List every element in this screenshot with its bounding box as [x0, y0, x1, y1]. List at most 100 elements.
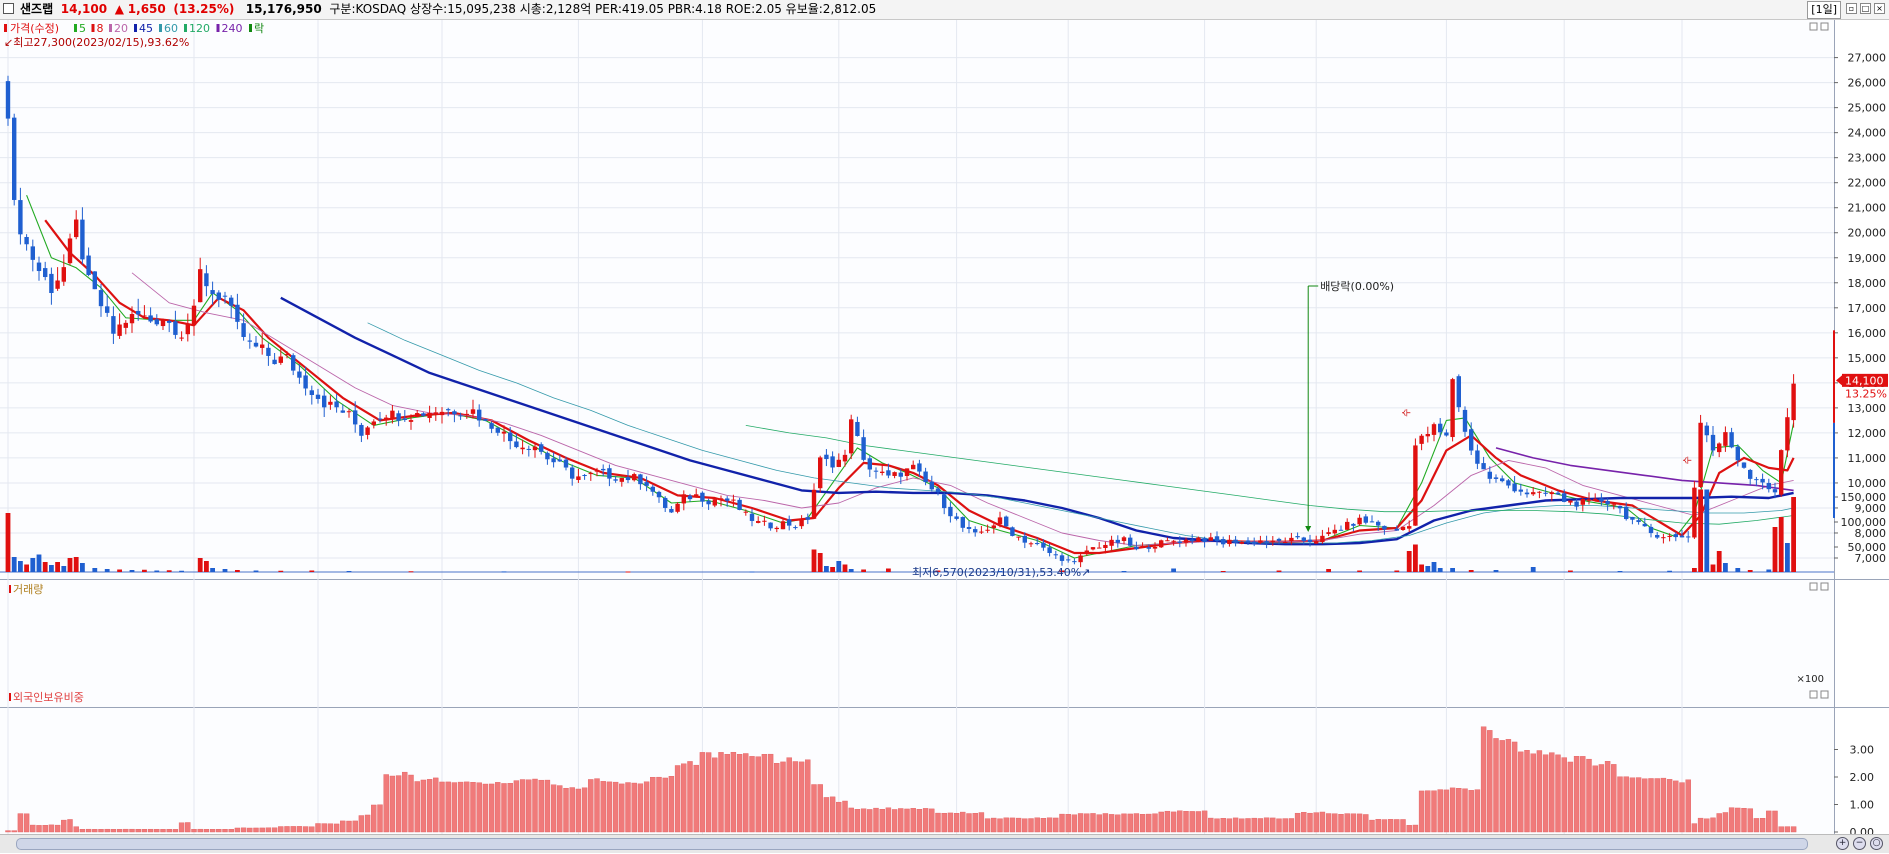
candle-body — [92, 271, 97, 290]
foreign-bar — [501, 783, 507, 833]
candle-body — [1134, 546, 1139, 550]
foreign-bar — [1549, 752, 1555, 833]
volume-panel[interactable] — [0, 580, 1834, 707]
maximize-icon[interactable]: □ — [1860, 3, 1871, 14]
foreign-bar — [1270, 817, 1276, 833]
y-tick-label: 26,000 — [1848, 77, 1887, 90]
price-panel[interactable] — [0, 20, 1834, 579]
close-icon[interactable]: × — [1874, 3, 1885, 14]
candle-body — [1078, 555, 1083, 563]
candle-body — [1171, 540, 1176, 542]
foreign-bar — [408, 774, 414, 833]
foreign-bar — [786, 757, 792, 833]
ma-line-240 — [1495, 447, 1794, 492]
foreign-bar — [1456, 788, 1462, 833]
volume-bar — [1778, 517, 1784, 572]
candle-body — [167, 320, 172, 323]
period-selector[interactable]: [1일] — [1807, 1, 1841, 19]
foreign-bar — [575, 788, 582, 833]
volume-bar — [104, 569, 110, 572]
candle-body — [322, 395, 327, 408]
foreign-bar — [1722, 812, 1729, 833]
candle-body — [855, 421, 860, 436]
foreign-bar — [1177, 810, 1183, 833]
zoom-in-icon[interactable]: + — [1836, 837, 1849, 850]
candle-body — [1568, 500, 1573, 503]
foreign-bar — [147, 828, 154, 833]
foreign-bar — [141, 829, 148, 833]
foreign-bar — [984, 818, 991, 833]
candle-body — [607, 468, 612, 479]
candle-body — [204, 273, 209, 287]
volume-bar — [1413, 544, 1418, 572]
foreign-bar — [54, 824, 61, 833]
foreign-bar — [129, 828, 135, 833]
event-mark: 수 — [1682, 456, 1693, 464]
foreign-bar — [1325, 813, 1332, 833]
candle-body — [985, 529, 990, 531]
panel-minimize-icon[interactable] — [1809, 690, 1818, 699]
candle-body — [36, 262, 42, 272]
foreign-bar — [1053, 817, 1059, 833]
volume-bar — [11, 557, 17, 572]
current-price-tag: 14,100 13.25% — [1836, 373, 1888, 400]
y-tick-label: 9,000 — [1855, 502, 1887, 515]
candle-body — [1369, 521, 1375, 523]
candle-body — [439, 411, 445, 416]
stock-chart[interactable]: 7,000 8,000 9,000 10,000 11,000 12,000 13,000 1… — [0, 20, 1889, 854]
candle-body — [1016, 536, 1021, 538]
foreign-bar — [1034, 817, 1040, 833]
candle-body — [687, 495, 693, 500]
foreign-bar — [612, 781, 619, 833]
foreign-bar — [1288, 818, 1295, 833]
foreign-bar — [352, 820, 358, 833]
panel-close-icon[interactable] — [1820, 582, 1829, 591]
foreign-bar — [705, 752, 712, 833]
panel-close-icon[interactable] — [1820, 22, 1829, 31]
volume-bar — [197, 558, 203, 572]
candle-body — [1072, 561, 1077, 563]
candle-body — [1010, 527, 1015, 536]
foreign-bar — [389, 775, 396, 833]
panel-minimize-icon[interactable] — [1809, 22, 1818, 31]
stock-info-text: 샌즈랩 14,100 ▲ 1,650 (13.25%) 15,176,950 구… — [20, 0, 876, 19]
foreign-bar — [1449, 787, 1456, 833]
candle-body — [1115, 539, 1120, 543]
foreign-bar — [203, 829, 210, 833]
volume-bar — [1468, 570, 1474, 572]
candle-body — [842, 454, 848, 462]
minimize-icon[interactable]: ▫ — [1846, 3, 1857, 14]
panel-checkbox[interactable] — [3, 3, 14, 14]
foreign-bar — [1350, 813, 1357, 833]
candle-body — [136, 310, 141, 315]
foreign-bar — [1586, 758, 1592, 833]
candle-body — [160, 320, 166, 327]
legend-ma-label: 60 — [164, 22, 178, 35]
panel-minimize-icon[interactable] — [1809, 582, 1818, 591]
legend-ma-swatch — [249, 24, 252, 32]
candle-body — [5, 81, 11, 119]
y-tick-label: 2.00 — [1850, 771, 1875, 784]
panel-close-icon[interactable] — [1820, 690, 1829, 699]
zoom-reset-icon[interactable]: ○ — [1870, 837, 1883, 850]
candle-body — [836, 459, 841, 467]
foreign-bar — [550, 784, 557, 833]
foreign-bar — [234, 827, 241, 833]
foreign-bar — [767, 753, 774, 833]
candle-body — [650, 486, 655, 492]
foreign-bar — [674, 765, 681, 833]
candle-body — [340, 410, 345, 413]
foreign-bar — [650, 776, 656, 833]
candle-body — [917, 463, 922, 472]
candle-body — [929, 481, 934, 490]
candle-body — [718, 498, 724, 500]
foreign-bar — [1425, 790, 1431, 833]
candle-body — [1779, 450, 1784, 495]
chart-scrollbar[interactable]: + − ○ — [0, 834, 1889, 853]
dividend-arrow-icon — [1305, 526, 1312, 532]
foreign-bar — [606, 781, 613, 833]
candle-body — [1555, 492, 1561, 495]
scrollbar-thumb[interactable] — [16, 838, 1808, 850]
candle-body — [1698, 422, 1703, 488]
zoom-out-icon[interactable]: − — [1853, 837, 1866, 850]
